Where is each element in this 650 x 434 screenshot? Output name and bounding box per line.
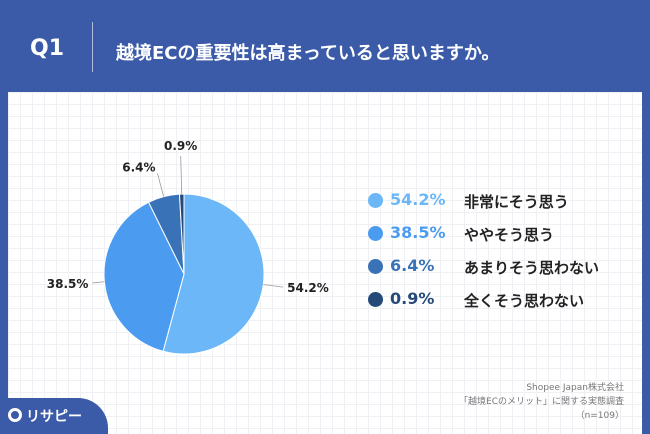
risapi-logo: リサピー [0,398,108,434]
chart-card: 54.2% 38.5% 6.4% 0.9% 54.2% 非常にそう思う 38.5% や… [8,92,642,434]
data-label: 54.2% [287,281,329,295]
legend-label: ややそう思う [464,226,555,244]
leader-line [92,281,105,284]
source-company: Shopee Japan株式会社 [526,383,624,393]
data-label: 0.9% [164,139,197,153]
legend-label: 全くそう思わない [464,292,585,310]
legend-dot [368,259,383,274]
header-divider [92,22,93,72]
logo-text: リサピー [26,409,82,425]
legend-percent: 54.2% [390,190,446,209]
question-number: Q1 [30,36,65,61]
question-title: 越境ECの重要性は高まっていると思いますか。 [116,43,500,64]
data-label: 38.5% [47,277,89,291]
data-label: 6.4% [122,160,155,174]
legend-item-not-much: 6.4% あまりそう思わない [368,256,628,278]
pie-chart: 54.2% 38.5% 6.4% 0.9% [47,139,329,355]
legend-dot [368,292,383,307]
legend-percent: 6.4% [390,256,435,275]
legend-dot [368,193,383,208]
legend-label: 非常にそう思う [464,193,569,211]
leader-line [180,156,183,195]
legend-label: あまりそう思わない [464,259,600,277]
risapi-logo-icon [8,408,22,422]
pie-slice [162,193,265,355]
legend-percent: 0.9% [390,289,435,308]
leader-line [157,173,165,197]
legend-percent: 38.5% [390,223,446,242]
legend-dot [368,226,383,241]
leader-line [263,284,284,288]
legend-item-very-much: 54.2% 非常にそう思う [368,190,628,212]
header: Q1 越境ECの重要性は高まっていると思いますか。 [0,0,650,92]
source-survey: 「越境ECのメリット」に関する実態調査 [459,397,624,407]
pie-slice [178,193,185,275]
legend-item-not-at-all: 0.9% 全くそう思わない [368,289,628,311]
source-sample-size: （n=109） [575,411,624,421]
legend-item-somewhat: 38.5% ややそう思う [368,223,628,245]
